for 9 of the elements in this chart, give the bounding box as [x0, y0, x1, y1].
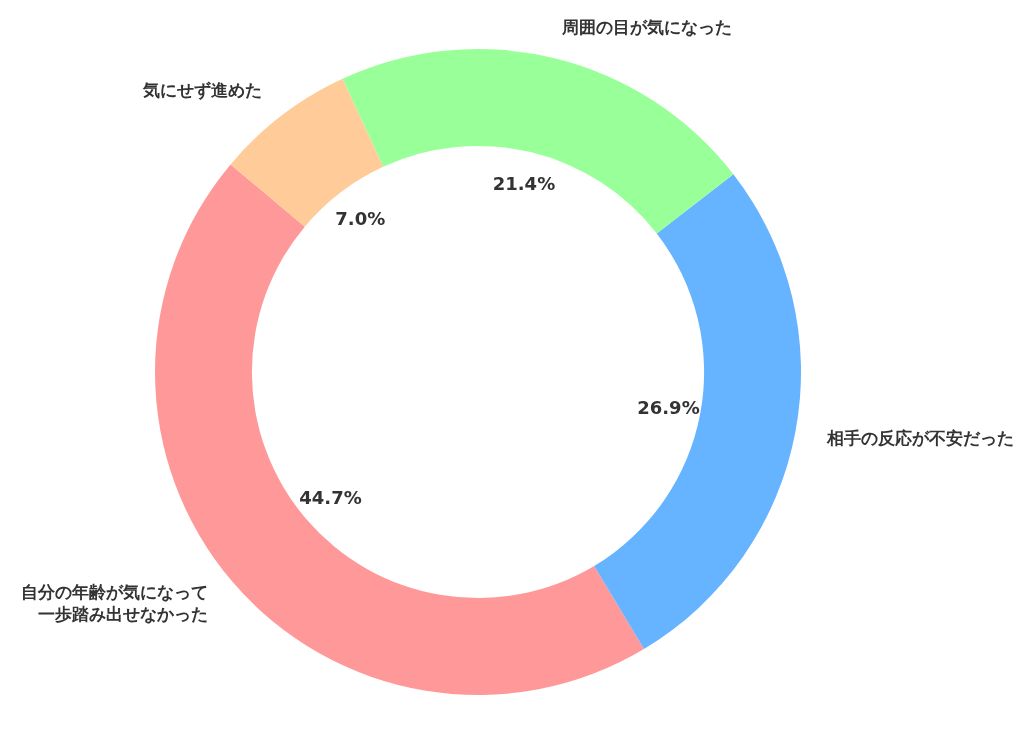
slice-label: 気にせず進めた [142, 79, 263, 100]
data-label: 21.4% [492, 173, 556, 195]
slice-label: 相手の反応が不安だった [826, 427, 1015, 448]
slice-label: 自分の年齢が気になって一歩踏み出せなかった [20, 581, 208, 624]
data-label: 7.0% [335, 207, 386, 229]
data-label: 26.9% [637, 397, 700, 419]
donut-slice [594, 174, 801, 650]
slice-label: 周囲の目が気になった [561, 16, 733, 37]
data-label: 44.7% [299, 487, 362, 509]
